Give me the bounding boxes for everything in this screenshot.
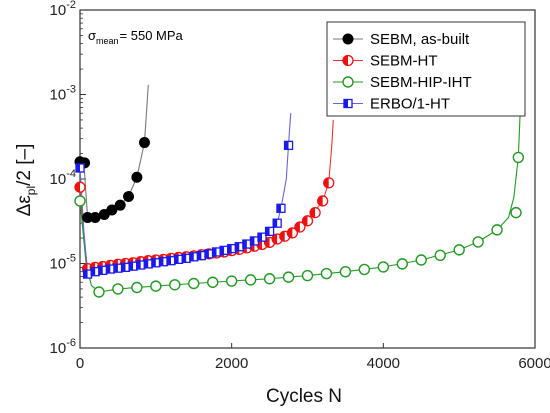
legend-box — [326, 21, 526, 117]
curve-sebm-as-built — [79, 84, 149, 219]
data-point — [244, 274, 257, 286]
legend-item: SEBM-HIP-IHT — [333, 74, 472, 91]
data-point — [234, 242, 244, 252]
mean-stress-annotation: σmean= 550 MPa — [88, 28, 184, 46]
data-point — [283, 140, 294, 151]
x-axis-label: Cycles N — [266, 386, 342, 407]
x-tick-label: 4000 — [367, 355, 400, 372]
legend-item: SEBM, as-built — [333, 31, 470, 48]
data-points — [74, 137, 525, 298]
data-point — [143, 259, 153, 269]
legend-item: SEBM-HT — [333, 53, 438, 70]
data-point — [472, 236, 484, 248]
data-point — [257, 232, 267, 242]
legend-label: SEBM-HIP-IHT — [370, 74, 472, 91]
data-point — [396, 258, 408, 270]
x-tick-label: 6000 — [518, 355, 550, 372]
data-point — [263, 273, 276, 285]
data-point — [113, 263, 123, 273]
y-tick-label: 10-4 — [50, 168, 76, 188]
legend-label: SEBM, as-built — [370, 31, 470, 48]
legend-item: ERBO/1-HT — [333, 96, 450, 113]
data-point — [120, 262, 131, 273]
data-point — [264, 226, 275, 237]
data-point — [166, 256, 176, 266]
data-point — [98, 265, 108, 275]
y-tick-label: 10-3 — [50, 84, 76, 104]
x-tick-label: 2000 — [215, 355, 248, 372]
data-point — [150, 280, 162, 292]
data-point — [106, 204, 118, 216]
data-point — [136, 260, 146, 270]
data-point — [75, 163, 85, 173]
data-point — [89, 212, 101, 224]
data-point — [434, 249, 446, 262]
data-point — [320, 267, 333, 280]
data-point — [158, 257, 169, 267]
y-tick-label: 10-5 — [50, 253, 76, 273]
data-point — [301, 215, 314, 227]
data-point — [74, 195, 86, 207]
data-point — [128, 261, 138, 271]
data-point — [114, 199, 126, 211]
data-point — [286, 227, 298, 239]
data-point — [207, 276, 219, 288]
data-point — [196, 250, 206, 261]
x-tick-label: 0 — [76, 355, 84, 372]
data-point — [112, 283, 124, 295]
legend-marker — [343, 98, 353, 109]
data-point — [301, 269, 314, 282]
data-point — [138, 137, 150, 149]
axis-ticks: 0 2000 4000 6000 10-6 10-5 10-4 10-3 10-2 — [50, 0, 550, 372]
data-point — [512, 151, 525, 164]
legend-marker — [342, 76, 354, 88]
data-point — [173, 254, 184, 264]
data-point — [123, 191, 135, 203]
data-point — [90, 267, 100, 277]
data-point — [317, 195, 329, 207]
y-axis-label: Δεpl/2 [–] — [14, 144, 38, 217]
legend: SEBM, as-built SEBM-HT SEBM-HIP-IHT ERBO/1-… — [326, 21, 526, 117]
data-point — [188, 277, 200, 290]
data-point — [453, 244, 465, 256]
data-point — [242, 239, 252, 249]
data-point — [309, 206, 321, 219]
curve-sebm-ht — [79, 119, 334, 270]
data-point — [181, 253, 191, 264]
data-point — [82, 269, 93, 279]
data-point — [294, 221, 306, 233]
legend-marker — [342, 54, 354, 67]
y-tick-label: 10-6 — [50, 337, 76, 357]
data-point — [377, 261, 390, 273]
data-point — [169, 279, 181, 291]
data-point — [131, 171, 143, 183]
data-point — [211, 247, 222, 257]
data-point — [323, 177, 335, 189]
data-point — [131, 281, 143, 294]
data-point — [227, 243, 237, 254]
data-point — [415, 254, 427, 266]
data-point — [225, 275, 238, 287]
data-point — [510, 206, 522, 219]
data-point — [272, 218, 282, 228]
data-point — [276, 203, 286, 213]
data-point — [249, 236, 260, 246]
y-tick-label: 10-2 — [50, 0, 76, 19]
legend-marker — [342, 33, 354, 45]
legend-label: ERBO/1-HT — [370, 96, 450, 113]
data-point — [204, 249, 214, 259]
data-point — [105, 264, 115, 274]
data-point — [74, 181, 86, 193]
data-point — [151, 258, 161, 268]
legend-label: SEBM-HT — [370, 53, 438, 70]
data-point — [189, 252, 199, 262]
data-point — [282, 271, 295, 283]
data-point — [491, 224, 503, 236]
data-point — [219, 245, 229, 256]
curve-erbo-1-ht — [79, 113, 292, 275]
data-point — [93, 286, 105, 298]
data-point — [339, 265, 352, 278]
data-point — [358, 263, 371, 276]
